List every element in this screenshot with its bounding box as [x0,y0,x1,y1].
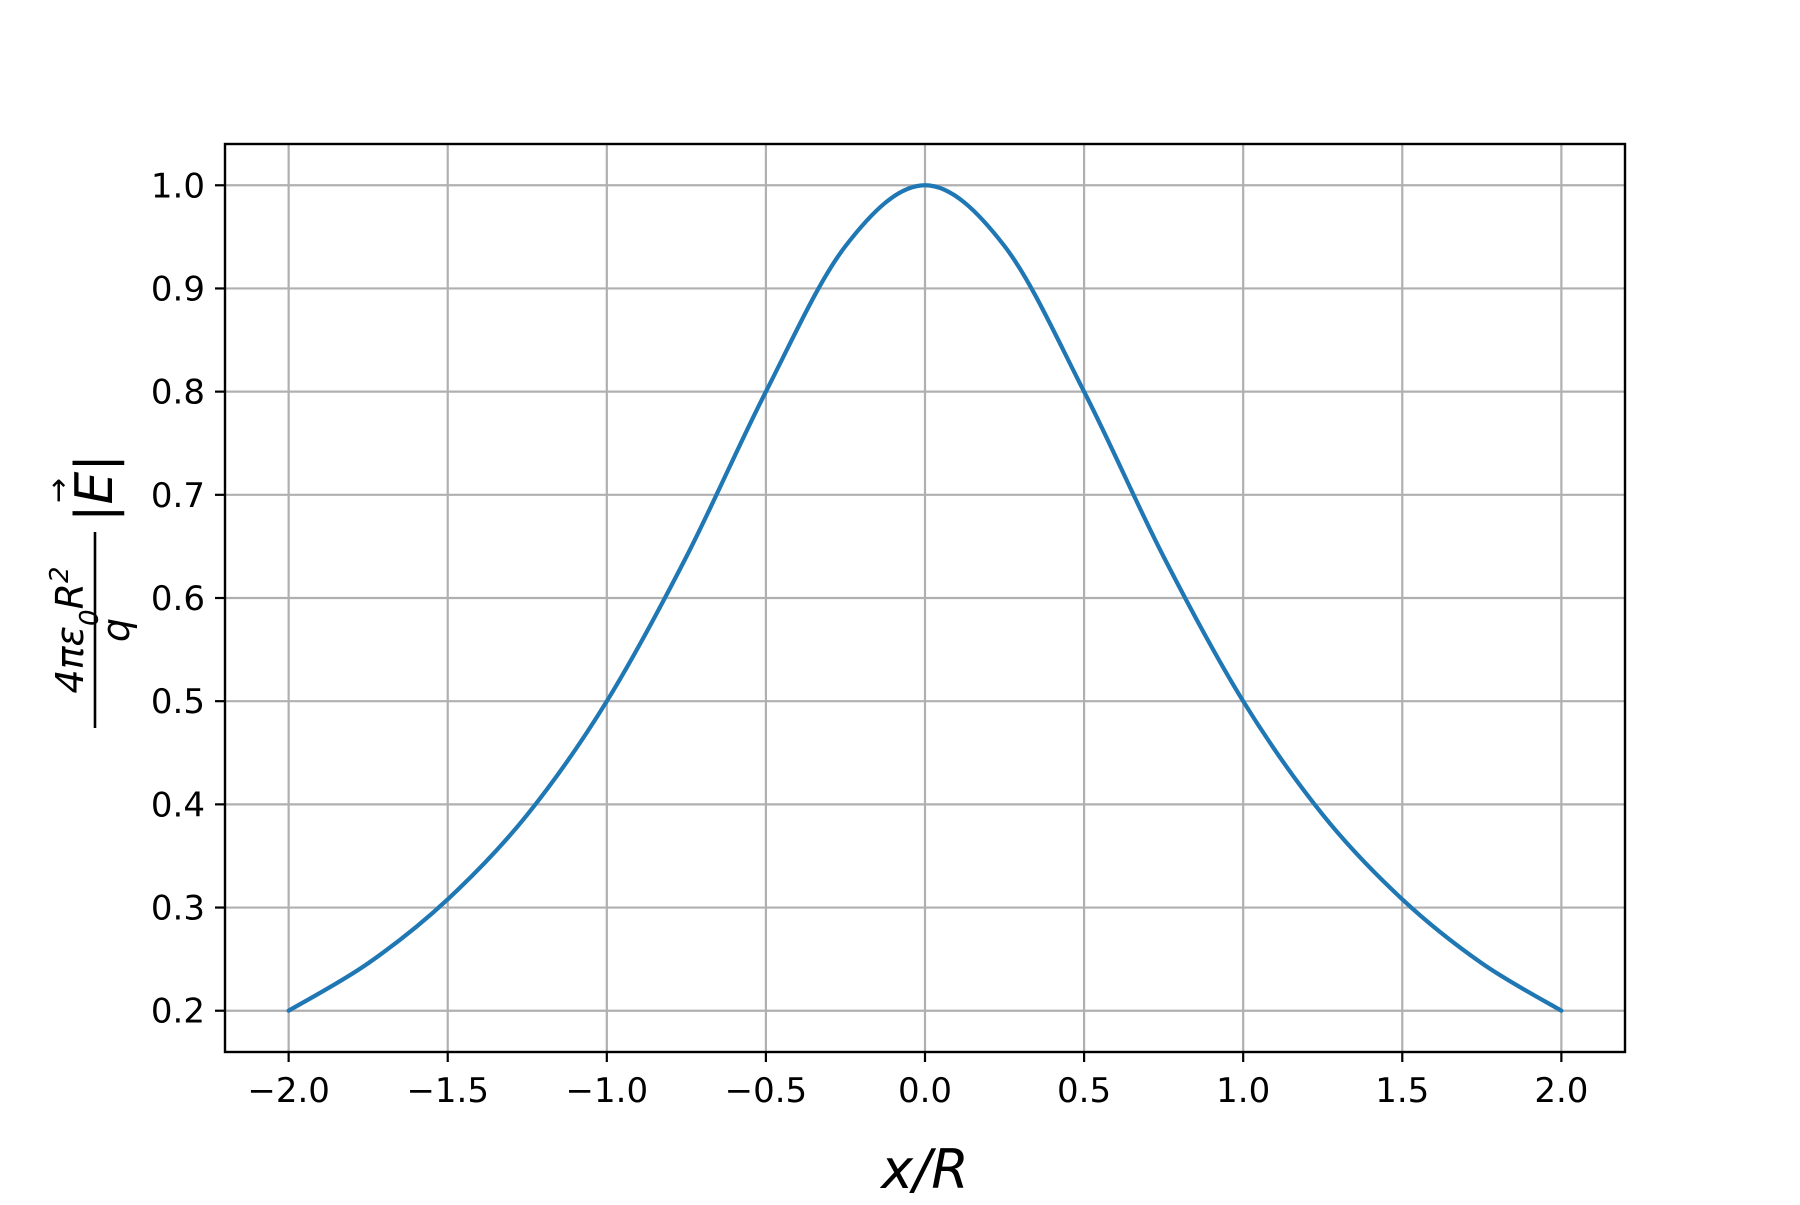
x-tick-label: 2.0 [1534,1071,1588,1111]
series-layer [286,183,1564,1013]
x-axis-title: x/R [879,1138,969,1200]
grid [225,144,1625,1052]
y-tick-label: 0.7 [151,476,205,516]
y-tick-label: 0.8 [151,373,205,413]
ticks: −2.0 −1.5 −1.0 −0.5 0.0 0.5 1.0 1.5 2.0 0.2 0.3 0.4… [151,166,1588,1111]
y-axis-title-denominator: q [94,618,138,642]
x-tick-label: 0.0 [898,1071,952,1111]
y-tick-label: 1.0 [151,166,205,206]
y-axis-title-field: |E| [65,454,125,522]
y-axis-title-numerator: 4πε0R2 [45,566,105,693]
x-tick-label: 1.5 [1375,1071,1429,1111]
x-tick-label: −1.0 [566,1071,649,1111]
x-tick-label: −1.5 [406,1071,489,1111]
series-line [286,183,1564,1013]
x-tick-label: 0.5 [1057,1071,1111,1111]
y-tick-label: 0.2 [151,992,205,1032]
y-axis-title-field-arrow: → [41,478,76,503]
y-tick-label: 0.4 [151,785,205,825]
x-tick-label: 1.0 [1216,1071,1270,1111]
y-tick-label: 0.9 [151,269,205,309]
y-tick-label: 0.6 [151,579,205,619]
x-tick-label: −2.0 [247,1071,330,1111]
y-axis-title: 4πε0R2 q |E| → [41,454,138,728]
x-tick-label: −0.5 [725,1071,808,1111]
y-tick-label: 0.3 [151,889,205,929]
y-tick-label: 0.5 [151,682,205,722]
